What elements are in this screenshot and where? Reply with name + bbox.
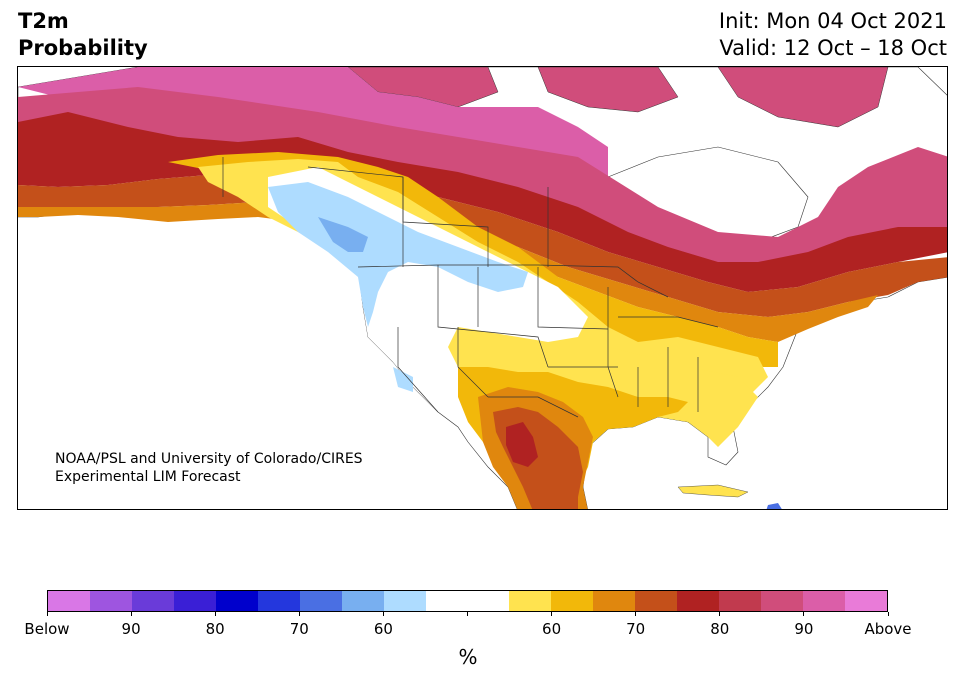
colorbar-tick-label: 90 — [121, 620, 141, 638]
band-cool-southwest — [393, 367, 413, 392]
colorbar-segment — [48, 591, 90, 611]
colorbar-segment — [761, 591, 804, 611]
title-variable: T2m — [18, 9, 69, 33]
caribbean-blue — [766, 503, 782, 509]
credit-line-2: Experimental LIM Forecast — [55, 469, 241, 485]
probability-map: NOAA/PSL and University of Colorado/CIRE… — [17, 66, 948, 510]
colorbar-segment — [845, 591, 888, 611]
colorbar-tick-label: 90 — [794, 620, 814, 638]
colorbar-tick-label: Above — [864, 620, 912, 638]
colorbar-tickmark — [130, 612, 132, 616]
colorbar-tickmark — [551, 612, 553, 616]
colorbar-tick-label: 70 — [626, 620, 646, 638]
colorbar-tickmark — [467, 612, 468, 616]
band-60-70 — [18, 172, 947, 317]
credit-line-1: NOAA/PSL and University of Colorado/CIRE… — [55, 451, 363, 467]
colorbar-tick-label: 70 — [289, 620, 309, 638]
colorbar-segment — [131, 591, 174, 611]
band-cool-60 — [268, 182, 528, 327]
colorbar — [47, 590, 888, 612]
map-canvas — [18, 67, 947, 509]
colorbar-tickmark — [887, 612, 889, 616]
band-texas-3 — [506, 422, 538, 467]
valid-range: Valid: 12 Oct – 18 Oct — [719, 36, 947, 60]
boundaries — [222, 157, 719, 418]
colorbar-segment — [89, 591, 132, 611]
colorbar-segment — [257, 591, 300, 611]
title-product: Probability — [18, 36, 148, 60]
colorbar-segment — [803, 591, 846, 611]
colorbar-tickmark — [382, 612, 384, 616]
colorbar-segment — [215, 591, 258, 611]
colorbar-segment — [467, 591, 510, 611]
colorbar-segment — [173, 591, 216, 611]
colorbar-segment — [341, 591, 384, 611]
colorbar-tickmark — [298, 612, 300, 616]
colorbar-segment — [299, 591, 342, 611]
colorbar-segment — [593, 591, 636, 611]
band-cool-70 — [318, 217, 368, 252]
cuba — [677, 484, 749, 498]
init-date: Init: Mon 04 Oct 2021 — [718, 9, 947, 33]
colorbar-segment — [677, 591, 720, 611]
colorbar-tick-label: 60 — [542, 620, 562, 638]
colorbar-segment — [719, 591, 762, 611]
colorbar-tickmark — [214, 612, 216, 616]
colorbar-segment — [383, 591, 426, 611]
colorbar-tick-label: 60 — [373, 620, 393, 638]
map-credit: NOAA/PSL and University of Colorado/CIRE… — [55, 450, 363, 486]
colorbar-tick-label: Below — [24, 620, 70, 638]
colorbar-tick-label: 80 — [205, 620, 225, 638]
forecast-dates: Init: Mon 04 Oct 2021 Valid: 12 Oct – 18… — [719, 8, 947, 62]
colorbar-segment — [635, 591, 678, 611]
colorbar-segment — [425, 591, 468, 611]
colorbar-tick-label: 80 — [710, 620, 730, 638]
colorbar-segment — [551, 591, 594, 611]
map-title: T2m Probability — [18, 8, 148, 62]
colorbar-tickmark — [635, 612, 637, 616]
colorbar-unit: % — [458, 645, 478, 669]
band-50-60 — [18, 202, 878, 342]
colorbar-tickmark — [719, 612, 721, 616]
colorbar-tickmark — [803, 612, 805, 616]
colorbar-segment — [509, 591, 552, 611]
colorbar-tickmark — [46, 612, 48, 616]
band-80-90 — [18, 87, 947, 267]
